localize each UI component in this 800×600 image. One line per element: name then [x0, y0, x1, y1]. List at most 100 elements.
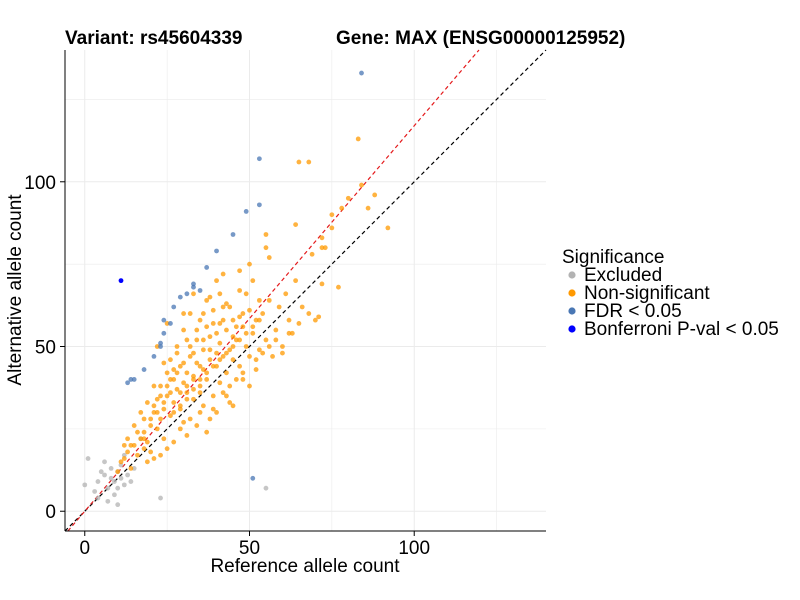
data-point: [322, 245, 328, 251]
data-point: [148, 416, 154, 422]
data-point: [224, 370, 229, 376]
data-point: [329, 212, 335, 218]
data-point: [128, 479, 134, 484]
data-point: [214, 350, 219, 356]
data-point: [125, 472, 130, 478]
data-point: [237, 268, 243, 274]
data-point: [177, 426, 183, 432]
data-point: [336, 284, 341, 290]
data-point: [171, 400, 177, 405]
data-point: [144, 400, 150, 405]
data-point: [293, 278, 299, 284]
data-point: [319, 245, 325, 251]
data-point: [108, 466, 114, 471]
data-point: [112, 492, 117, 498]
data-point: [286, 317, 292, 323]
data-point: [191, 291, 196, 297]
y-tick-label: 50: [35, 338, 56, 359]
data-point: [210, 363, 216, 369]
data-point: [115, 469, 121, 475]
data-point: [128, 442, 134, 448]
data-point: [256, 156, 262, 162]
data-point: [237, 288, 243, 293]
data-point: [158, 344, 163, 349]
data-point: [207, 294, 213, 300]
data-point: [135, 429, 140, 435]
data-point: [293, 222, 299, 228]
data-point: [217, 321, 223, 326]
data-point: [319, 235, 325, 241]
data-point: [82, 482, 88, 488]
data-point: [224, 327, 229, 333]
data-point: [161, 406, 167, 412]
data-point: [151, 353, 157, 359]
data-point: [273, 327, 279, 333]
data-point: [263, 245, 269, 251]
data-point: [260, 311, 266, 316]
data-point: [191, 386, 196, 392]
data-point: [233, 337, 239, 343]
data-point: [243, 209, 249, 214]
data-point: [154, 396, 160, 402]
data-point: [168, 321, 173, 326]
data-point: [168, 413, 173, 419]
data-point: [227, 400, 233, 405]
data-point: [95, 479, 101, 484]
data-point: [161, 330, 167, 336]
data-point: [224, 393, 229, 399]
data-point: [184, 383, 190, 389]
data-point: [161, 360, 167, 366]
data-point: [329, 225, 335, 231]
data-point: [207, 347, 213, 353]
data-point: [280, 350, 285, 356]
data-point: [148, 449, 154, 455]
data-point: [128, 466, 134, 471]
data-point: [181, 380, 187, 386]
data-point: [181, 360, 187, 366]
data-point: [168, 357, 173, 363]
data-point: [263, 337, 269, 343]
data-point: [184, 396, 190, 402]
data-point: [144, 439, 150, 445]
legend: Significance ExcludedNon-significantFDR …: [562, 247, 779, 340]
data-point: [256, 317, 262, 323]
data-point: [151, 403, 157, 409]
data-point: [174, 386, 180, 392]
data-point: [240, 311, 246, 316]
data-point: [144, 459, 150, 465]
data-point: [256, 202, 262, 208]
data-point: [131, 423, 137, 428]
data-point: [171, 439, 177, 445]
data-point: [197, 390, 203, 396]
data-point: [204, 324, 210, 330]
data-point: [230, 403, 236, 409]
legend-key: [568, 307, 576, 315]
data-points: [82, 70, 391, 508]
data-point: [204, 265, 210, 270]
legend-label: FDR < 0.05: [584, 301, 682, 322]
data-point: [217, 357, 223, 363]
data-point: [243, 344, 249, 349]
data-point: [220, 390, 226, 396]
legend-key: [568, 271, 576, 279]
data-point: [359, 182, 364, 188]
data-point: [177, 406, 183, 412]
data-point: [200, 367, 206, 372]
data-point: [118, 459, 124, 465]
data-point: [181, 419, 187, 425]
data-point: [220, 271, 226, 277]
data-point: [158, 383, 163, 389]
data-point: [191, 284, 196, 290]
data-point: [227, 383, 233, 389]
data-point: [168, 377, 173, 382]
data-point: [233, 377, 239, 382]
data-point: [204, 377, 210, 382]
data-point: [141, 416, 147, 422]
data-point: [115, 485, 121, 491]
data-point: [131, 466, 137, 471]
data-point: [158, 416, 163, 422]
data-point: [247, 261, 252, 267]
reference-lines: [64, 49, 547, 532]
data-point: [125, 449, 130, 455]
data-point: [230, 344, 236, 349]
